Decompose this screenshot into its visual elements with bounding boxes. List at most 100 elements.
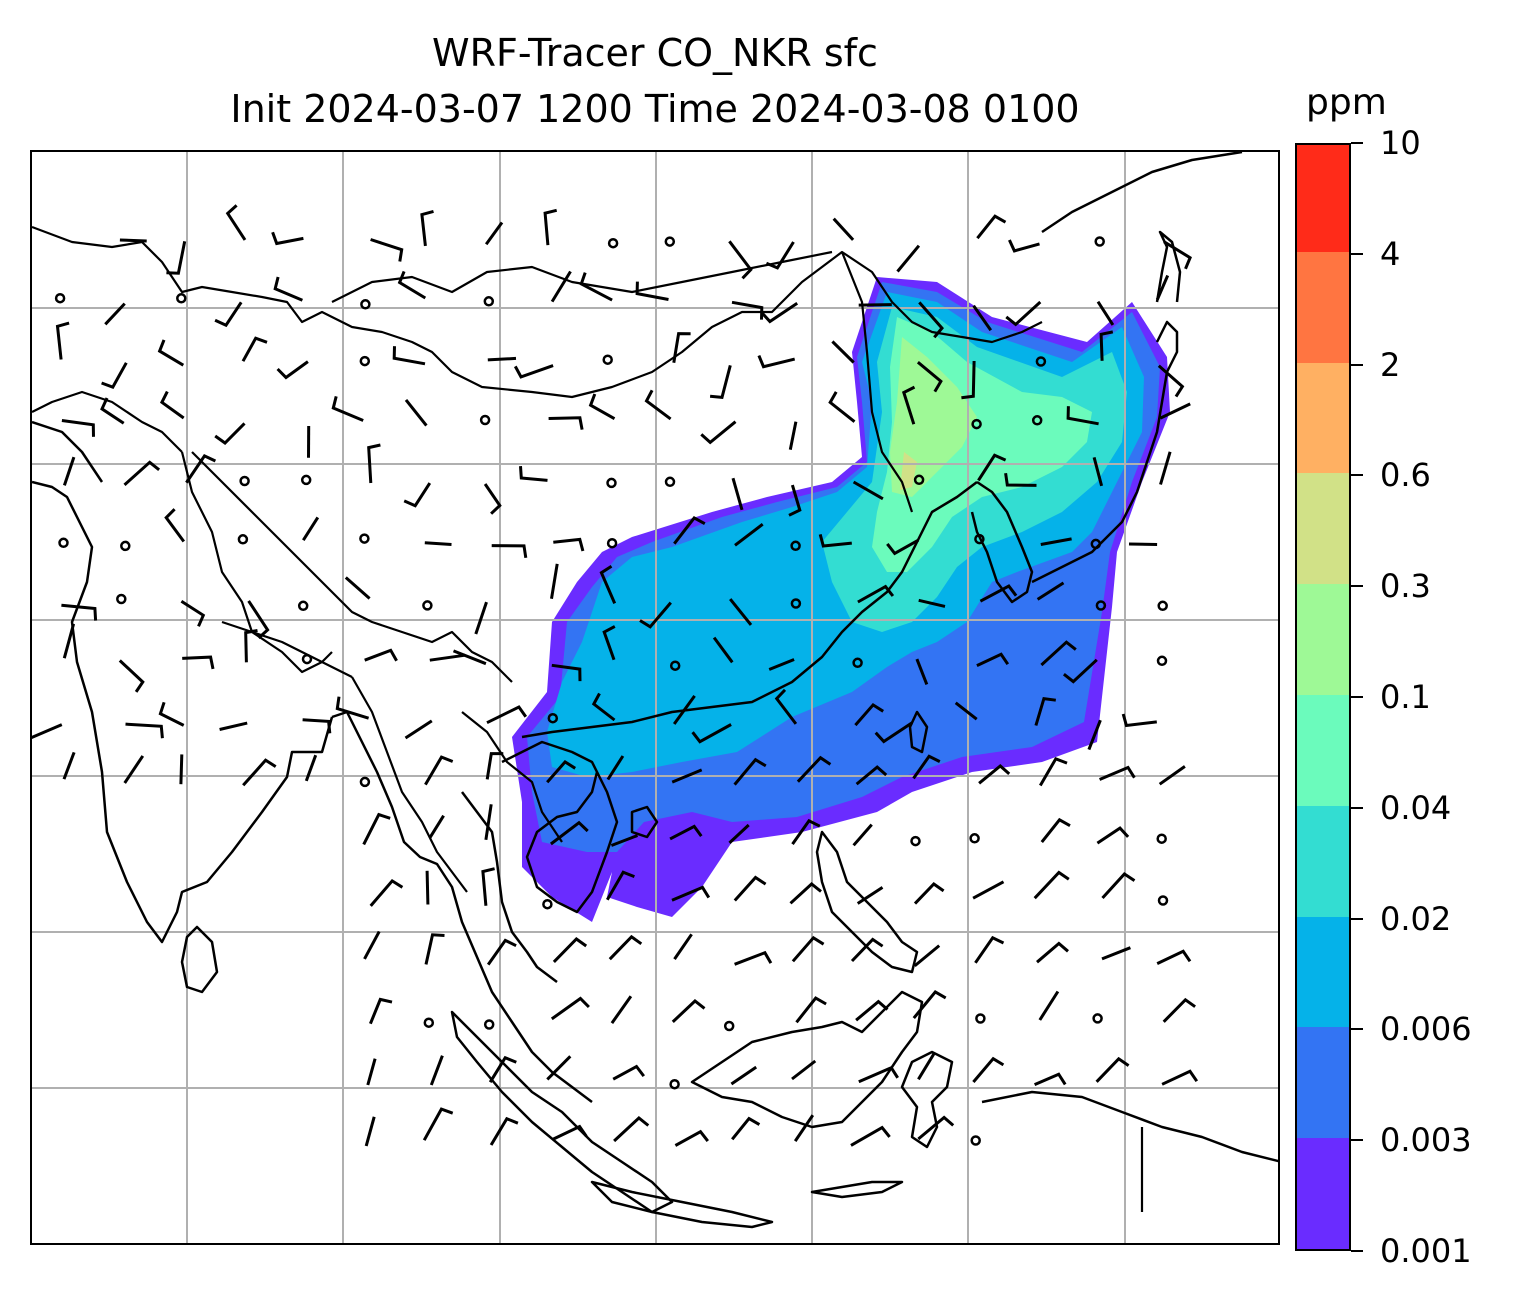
wind-barb bbox=[765, 241, 795, 270]
wind-barb bbox=[367, 443, 381, 484]
wind-barb bbox=[635, 281, 669, 301]
wind-barb-calm bbox=[606, 537, 618, 549]
colorbar-segment bbox=[1297, 694, 1349, 806]
wind-barb bbox=[1101, 872, 1136, 900]
wind-barb bbox=[424, 755, 454, 786]
wind-barb bbox=[854, 702, 885, 727]
wind-barb bbox=[158, 701, 185, 727]
wind-barb bbox=[1155, 274, 1170, 301]
coastline-sulawesi bbox=[900, 1050, 954, 1149]
country-borders bbox=[32, 225, 1144, 1212]
wind-barb bbox=[673, 933, 693, 960]
wind-barb bbox=[1004, 472, 1037, 487]
wind-barb bbox=[912, 754, 941, 780]
wind-barb bbox=[101, 362, 128, 389]
colorbar-tick-label: 0.006 bbox=[1380, 1010, 1472, 1049]
wind-barb bbox=[691, 723, 732, 744]
wind-barb bbox=[486, 938, 517, 966]
wind-barb-calm bbox=[422, 600, 433, 611]
wind-barb bbox=[591, 692, 616, 722]
wind-barb bbox=[1036, 941, 1069, 964]
wind-barb-calm bbox=[664, 236, 676, 247]
wind-barb bbox=[818, 534, 852, 548]
wind-barb bbox=[487, 356, 517, 362]
wind-barb bbox=[491, 544, 528, 559]
coastline-timor bbox=[810, 1180, 904, 1199]
wind-barb bbox=[157, 339, 185, 367]
wind-barb bbox=[362, 812, 391, 846]
wind-barb bbox=[588, 393, 616, 421]
colorbar-tick bbox=[1351, 1139, 1363, 1142]
colorbar-tick-label: 0.02 bbox=[1380, 899, 1452, 938]
coastline-japan bbox=[1031, 320, 1179, 584]
wind-barb bbox=[731, 1116, 761, 1141]
wind-barb bbox=[486, 705, 528, 725]
plume-layer-5 bbox=[890, 337, 977, 497]
colorbar-tick-label: 0.6 bbox=[1380, 456, 1431, 495]
wind-barb-calm bbox=[971, 418, 982, 430]
wind-barb bbox=[1099, 765, 1136, 781]
wind-barb bbox=[639, 601, 672, 629]
wind-barb bbox=[403, 482, 432, 508]
coastline-indochina bbox=[501, 740, 619, 914]
wind-barb bbox=[852, 480, 884, 501]
wind-barb bbox=[918, 301, 944, 339]
map-title: WRF-Tracer CO_NKR sfc bbox=[432, 31, 878, 75]
wind-barb-calm bbox=[239, 475, 250, 487]
wind-barb-calm bbox=[297, 600, 309, 612]
wind-barb bbox=[481, 867, 495, 906]
wind-barb bbox=[185, 453, 217, 484]
coastline-sri-lanka bbox=[180, 925, 219, 994]
wind-barb bbox=[62, 751, 76, 780]
coastline-india bbox=[32, 480, 334, 944]
wind-barb bbox=[671, 885, 711, 902]
wind-barb bbox=[429, 1055, 444, 1086]
wind-barb bbox=[728, 240, 753, 280]
wind-barb bbox=[484, 804, 493, 841]
wind-barb bbox=[364, 648, 398, 662]
wind-barb bbox=[61, 419, 95, 437]
wind-barb bbox=[1034, 1072, 1067, 1086]
border-mongolia-russia bbox=[331, 250, 833, 303]
wind-barb bbox=[548, 416, 584, 430]
wind-barb-calm bbox=[975, 1013, 986, 1024]
wind-barb bbox=[488, 1055, 517, 1083]
coastline-russia-east bbox=[1041, 152, 1243, 234]
map-subtitle: Init 2024-03-07 1200 Time 2024-03-08 010… bbox=[230, 87, 1080, 131]
wind-barb bbox=[857, 584, 895, 604]
wind-barb bbox=[452, 649, 487, 666]
wind-barb bbox=[1039, 756, 1068, 787]
wind-barb-calm bbox=[1156, 833, 1167, 844]
colorbar-tick bbox=[1351, 806, 1363, 809]
wind-barb bbox=[731, 477, 744, 511]
wind-barb bbox=[552, 937, 588, 963]
wind-barb bbox=[731, 300, 764, 320]
wind-barb bbox=[1156, 949, 1192, 965]
wind-barb bbox=[856, 886, 884, 905]
wind-barb-calm bbox=[790, 540, 801, 552]
wind-barb bbox=[858, 303, 892, 307]
wind-barb bbox=[429, 653, 466, 662]
wind-barb bbox=[774, 688, 798, 725]
wind-barb bbox=[606, 870, 635, 901]
wind-barb bbox=[1033, 870, 1070, 900]
wind-barb bbox=[1034, 696, 1056, 726]
coastline-new-guinea bbox=[981, 1090, 1278, 1163]
wind-barb bbox=[179, 754, 184, 785]
wind-barb bbox=[855, 999, 889, 1022]
wind-barb bbox=[489, 1116, 519, 1146]
wind-barb bbox=[671, 768, 703, 784]
colorbar-tick bbox=[1351, 142, 1363, 144]
wind-barb-calm bbox=[301, 653, 313, 665]
plume-layer-6 bbox=[900, 452, 917, 490]
map-canvas bbox=[32, 152, 1278, 1243]
wind-barb bbox=[978, 764, 1011, 785]
wind-barb-calm bbox=[116, 593, 127, 605]
wind-barb-calm bbox=[58, 537, 69, 549]
wind-barb-calm bbox=[423, 1017, 435, 1028]
wind-barb-calm bbox=[176, 293, 187, 304]
wind-barb-calm bbox=[669, 1078, 680, 1090]
wind-barb bbox=[606, 755, 625, 781]
border-russia-china-northeast bbox=[840, 251, 914, 513]
wind-barb-calm bbox=[852, 657, 863, 669]
